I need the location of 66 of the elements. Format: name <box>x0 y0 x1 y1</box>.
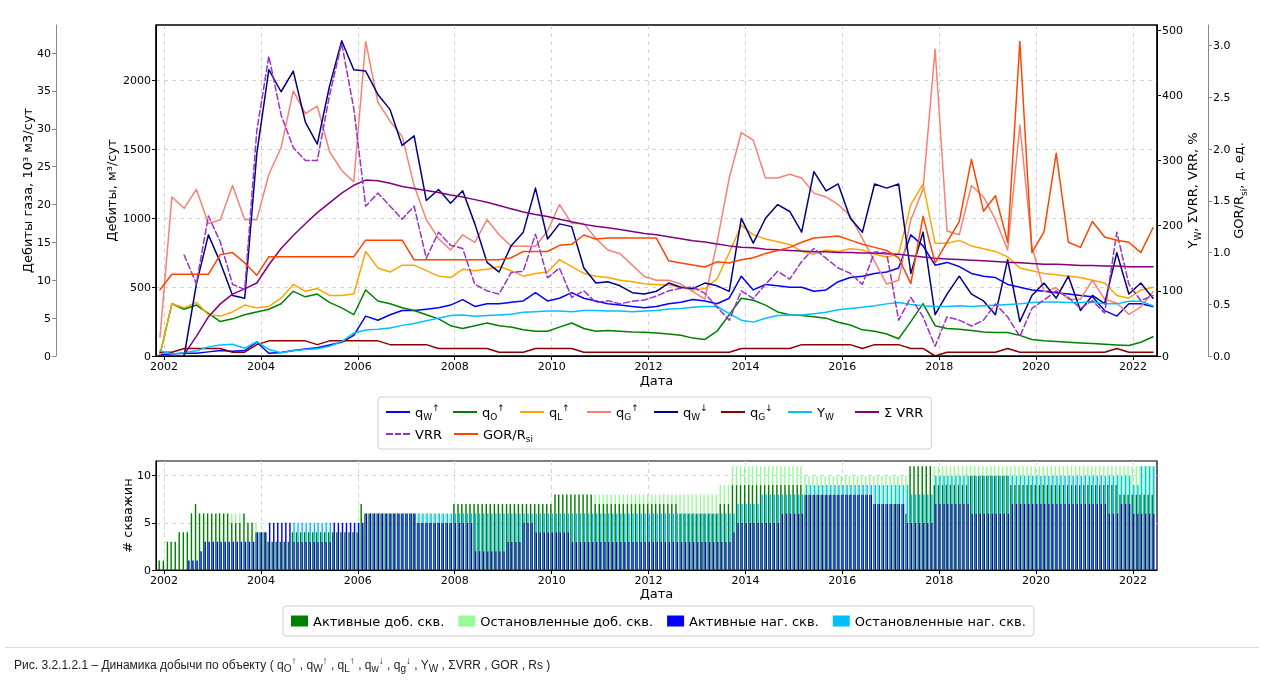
x-tick-label: 2022 <box>1118 360 1147 373</box>
legend-label: Активные доб. скв. <box>313 613 445 629</box>
x-axis-title: Дата <box>639 372 674 388</box>
y-tick-label: 1.5 <box>1213 194 1231 208</box>
x-tick-label: 2008 <box>440 574 469 587</box>
legend-label: VRR <box>415 426 442 442</box>
x-tick-label: 2016 <box>828 360 857 373</box>
y-tick-label: 0 <box>144 563 151 577</box>
x-tick-label: 2020 <box>1022 360 1051 373</box>
y2-tick-label: 15 <box>37 235 51 249</box>
y-tick-label: 1500 <box>123 143 151 157</box>
x-tick-label: 2006 <box>343 360 372 373</box>
x-tick-label: 2020 <box>1022 574 1051 587</box>
y2-tick-label: 20 <box>37 198 51 212</box>
y-tick-label: 2.0 <box>1213 142 1231 156</box>
y-tick-label: 0 <box>144 349 151 363</box>
y2-tick-label: 35 <box>37 84 51 98</box>
x-tick-label: 2018 <box>925 360 954 373</box>
y-axis-title: Дебиты, м³/сут <box>103 138 119 242</box>
y-tick-label: 2000 <box>123 74 151 88</box>
x-tick-label: 2008 <box>440 360 469 373</box>
y-axis-title: # скважин <box>119 478 135 553</box>
y-axis-title: GOR/Rsi, д. ед. <box>1230 142 1249 239</box>
y-tick-label: 0.5 <box>1213 297 1231 311</box>
y3-tick-label: 100 <box>1162 284 1183 298</box>
x-tick-label: 2006 <box>343 574 372 587</box>
y3-tick-label: 0 <box>1162 349 1169 363</box>
text: Рис. 3.2.1.2.1 – Динамика добычи по объекту ( q$_{O}$$^{↑}$ , q$_{W}$$^{↑}$ , q$_{L}$$^{↑}$ , q$_{w}$$^{↓}$ , q$_{g}$$^{↓}$ , Y$_{W}$ , ΣVRR , GOR , Rs ) <box>14 655 551 675</box>
y2-tick-label: 40 <box>37 46 51 60</box>
x-tick-label: 2022 <box>1118 574 1147 587</box>
y2-tick-label: 10 <box>37 273 51 287</box>
x-axis-title: Дата <box>639 585 674 601</box>
x-tick-label: 2016 <box>828 574 857 587</box>
legend-label: Активные наг. скв. <box>689 613 819 629</box>
y-tick-label: 0.0 <box>1213 349 1231 363</box>
y2-tick-label: 0 <box>44 349 51 363</box>
y-tick-label: 10 <box>137 469 151 483</box>
legend-label: Σ VRR <box>884 404 924 420</box>
x-tick-label: 2002 <box>150 574 179 587</box>
y-tick-label: 2.5 <box>1213 90 1231 104</box>
y3-tick-label: 400 <box>1162 88 1183 102</box>
y2-tick-label: 5 <box>44 311 51 325</box>
y-tick-label: 1.0 <box>1213 246 1231 260</box>
y-tick-label: 3.0 <box>1213 39 1231 53</box>
x-tick-label: 2010 <box>537 574 566 587</box>
x-tick-label: 2012 <box>634 360 663 373</box>
x-tick-label: 2004 <box>246 360 275 373</box>
y3-tick-label: 300 <box>1162 154 1183 168</box>
x-tick-label: 2010 <box>537 360 566 373</box>
y3-tick-label: 500 <box>1162 23 1183 37</box>
x-tick-label: 2002 <box>150 360 179 373</box>
y2-axis-title: Дебиты газа, 10³ м3/сут <box>19 107 35 274</box>
legend-label: Остановленные наг. скв. <box>854 613 1026 629</box>
y2-tick-label: 25 <box>37 160 51 174</box>
y-tick-label: 500 <box>130 280 151 294</box>
y3-axis-title: YW, ΣVRR, VRR, % <box>1184 132 1203 250</box>
x-tick-label: 2004 <box>246 574 275 587</box>
y-tick-label: 5 <box>144 516 151 530</box>
x-tick-label: 2018 <box>925 574 954 587</box>
y-tick-label: 1000 <box>123 211 151 225</box>
x-tick-label: 2014 <box>731 360 760 373</box>
legend-label: Остановленные доб. скв. <box>480 613 654 629</box>
y3-tick-label: 200 <box>1162 219 1183 233</box>
x-tick-label: 2012 <box>634 574 663 587</box>
x-tick-label: 2014 <box>731 574 760 587</box>
y2-tick-label: 30 <box>37 122 51 136</box>
